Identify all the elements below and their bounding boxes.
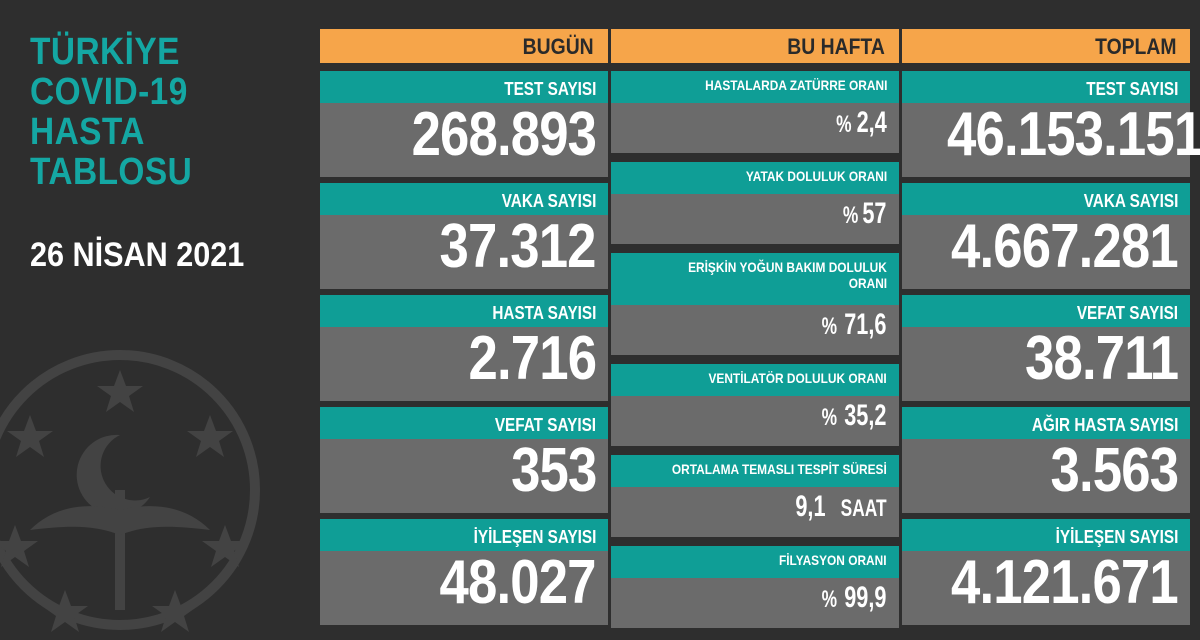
week-icu-value: 71,6 [844,308,887,341]
today-death-value: 353 [510,436,597,505]
total-column: TOPLAM [902,29,1190,63]
week-contact-label: ORTALAMA TEMASLI TESPİT SÜRESİ [672,461,887,477]
total-test-value: 46.153.151 [947,100,1200,169]
week-ventilator-label: VENTİLATÖR DOLULUK ORANI [708,370,887,386]
total-recovered-card: İYİLEŞEN SAYISI 4.121.671 [902,519,1190,625]
week-pneumonia-value: 2,4 [856,106,887,139]
week-contact-unit: SAAT [841,495,887,522]
today-case-value: 37.312 [439,212,597,281]
week-filiation-value: 99,9 [844,581,887,614]
today-header: BUGÜN [320,29,608,63]
total-death-card: VEFAT SAYISI 38.711 [902,295,1190,401]
page-title: TÜRKİYE COVID-19 HASTA TABLOSU [30,32,214,192]
week-contact-card: ORTALAMA TEMASLI TESPİT SÜRESİ 9,1 SAAT [611,455,899,537]
total-case-card: VAKA SAYISI 4.667.281 [902,183,1190,289]
week-filiation-label: FİLYASYON ORANI [779,552,887,568]
week-pneumonia-label: HASTALARDA ZATÜRRE ORANI [704,77,887,93]
total-header: TOPLAM [902,29,1190,63]
title-line-2: COVID-19 [30,71,188,113]
today-case-card: VAKA SAYISI 37.312 [320,183,608,289]
title-line-1: TÜRKİYE [30,31,180,73]
today-patient-label: HASTA SAYISI [491,303,596,323]
week-contact-value: 9,1 [795,490,826,523]
week-ventilator-value: 35,2 [844,399,887,432]
week-bed-card: YATAK DOLULUK ORANI % 57 [611,162,899,244]
today-recovered-value: 48.027 [439,548,597,617]
today-test-card: TEST SAYISI 268.893 [320,71,608,177]
total-severe-value: 3.563 [1050,436,1178,505]
report-date: 26 NİSAN 2021 [30,236,245,274]
today-column: BUGÜN [320,29,608,63]
week-filiation-prefix: % [821,586,838,613]
week-column: BU HAFTA [611,29,899,63]
total-test-label: TEST SAYISI [1085,79,1178,99]
title-line-3: HASTA [30,111,145,153]
week-header: BU HAFTA [611,29,899,63]
total-severe-label: AĞIR HASTA SAYISI [1031,415,1178,435]
today-test-label: TEST SAYISI [503,79,596,99]
title-line-4: TABLOSU [30,151,193,193]
total-recovered-value: 4.121.671 [951,548,1179,617]
total-death-label: VEFAT SAYISI [1076,303,1178,323]
ministry-emblem-icon [0,350,260,632]
today-patient-value: 2.716 [468,324,596,393]
total-case-value: 4.667.281 [951,212,1179,281]
week-icu-label-line1: ERİŞKİN YOĞUN BAKIM DOLULUK [688,259,887,275]
week-icu-prefix: % [821,313,838,340]
week-pneumonia-prefix: % [836,111,852,138]
week-ventilator-prefix: % [821,404,838,431]
today-death-label: VEFAT SAYISI [494,415,596,435]
week-bed-label: YATAK DOLULUK ORANI [745,168,887,184]
total-death-value: 38.711 [1024,324,1179,393]
today-case-label: VAKA SAYISI [501,191,596,211]
week-ventilator-card: VENTİLATÖR DOLULUK ORANI % 35,2 [611,364,899,446]
week-icu-card: ERİŞKİN YOĞUN BAKIM DOLULUK ORANI % 71,6 [611,253,899,355]
week-pneumonia-card: HASTALARDA ZATÜRRE ORANI % 2,4 [611,71,899,153]
today-recovered-label: İYİLEŞEN SAYISI [473,527,596,547]
total-test-card: TEST SAYISI 46.153.151 [902,71,1200,177]
week-filiation-card: FİLYASYON ORANI % 99,9 [611,546,899,628]
total-case-label: VAKA SAYISI [1083,191,1178,211]
week-icu-label-line2: ORANI [848,275,887,291]
total-recovered-label: İYİLEŞEN SAYISI [1055,527,1178,547]
today-test-value: 268.893 [411,100,596,169]
total-severe-card: AĞIR HASTA SAYISI 3.563 [902,407,1190,513]
week-bed-value: 57 [862,197,887,230]
today-recovered-card: İYİLEŞEN SAYISI 48.027 [320,519,608,625]
today-patient-card: HASTA SAYISI 2.716 [320,295,608,401]
today-death-card: VEFAT SAYISI 353 [320,407,608,513]
week-bed-prefix: % [843,202,859,229]
